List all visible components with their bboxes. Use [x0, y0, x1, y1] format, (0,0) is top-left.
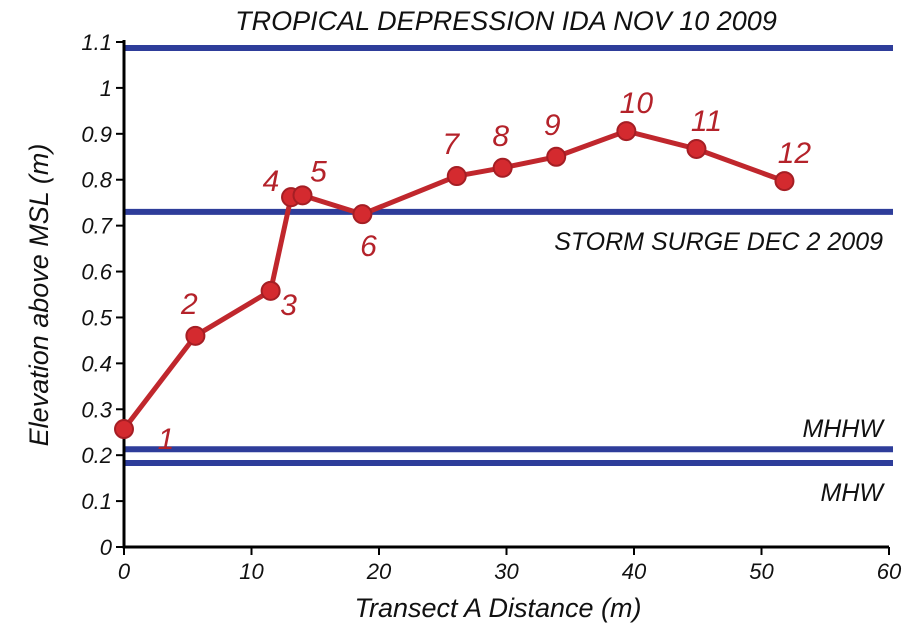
y-tick-label: 0 — [100, 535, 113, 560]
data-point-label: 3 — [280, 289, 297, 322]
data-point — [352, 204, 373, 225]
y-tick-label: 1 — [100, 76, 112, 101]
reference-line-label: MHW — [821, 479, 886, 507]
data-point-label: 1 — [158, 423, 175, 456]
data-point-label: 7 — [442, 128, 460, 161]
reference-line-label: STORM SURGE DEC 2 2009 — [554, 228, 883, 256]
y-tick-label: 0.7 — [81, 214, 112, 239]
data-point-label: 12 — [778, 137, 812, 170]
data-point-label: 2 — [180, 288, 198, 321]
x-tick-label: 0 — [118, 559, 131, 584]
data-point — [260, 280, 281, 301]
data-point-label: 9 — [544, 109, 561, 142]
data-point — [292, 185, 313, 206]
x-tick-label: 60 — [877, 559, 902, 584]
y-tick-label: 0.8 — [81, 168, 112, 193]
x-tick-label: 20 — [366, 559, 392, 584]
series-line — [122, 128, 786, 431]
y-axis-label: Elevation above MSL (m) — [24, 144, 54, 447]
data-point — [492, 157, 513, 178]
data-point-label: 10 — [620, 87, 654, 120]
x-tick-label: 30 — [494, 559, 519, 584]
chart-title: TROPICAL DEPRESSION IDA NOV 10 2009 — [235, 6, 777, 36]
y-tick-label: 0.5 — [81, 305, 112, 330]
y-tick-label: 0.2 — [81, 443, 112, 468]
x-tick-label: 50 — [749, 559, 774, 584]
x-tick-label: 10 — [239, 559, 264, 584]
y-tick-label: 0.4 — [81, 351, 112, 376]
data-point-label: 5 — [310, 155, 327, 188]
data-point — [185, 325, 206, 346]
data-point — [114, 419, 134, 440]
y-tick-label: 1.1 — [81, 30, 112, 55]
y-tick-label: 0.3 — [81, 397, 112, 422]
data-point — [774, 171, 795, 192]
data-point-label: 6 — [360, 230, 377, 263]
data-point-label: 11 — [691, 105, 722, 138]
x-tick-label: 40 — [622, 559, 647, 584]
data-point — [616, 121, 637, 142]
y-tick-label: 0.6 — [81, 260, 112, 285]
y-tick-label: 0.1 — [81, 489, 112, 514]
x-axis-label: Transect A Distance (m) — [354, 593, 641, 623]
data-point — [686, 138, 707, 159]
data-point — [546, 146, 567, 167]
data-point-label: 4 — [263, 165, 280, 198]
reference-line-label: MHHW — [802, 415, 885, 443]
data-point-label: 8 — [492, 120, 509, 153]
data-point — [446, 166, 467, 187]
y-tick-label: 0.9 — [81, 122, 112, 147]
